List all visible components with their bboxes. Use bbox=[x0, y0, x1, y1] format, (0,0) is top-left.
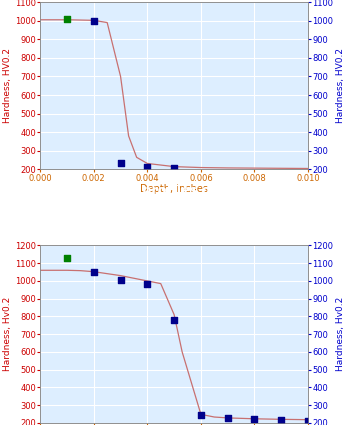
Point bbox=[64, 16, 70, 23]
Y-axis label: Hardness, HV0.2: Hardness, HV0.2 bbox=[336, 48, 345, 123]
Point bbox=[91, 17, 97, 24]
Point bbox=[198, 411, 204, 418]
Y-axis label: Hardness, HV0.2: Hardness, HV0.2 bbox=[3, 48, 12, 123]
Point bbox=[172, 317, 177, 323]
Point bbox=[145, 163, 150, 170]
Text: Fig. 4. Hardness profiles of high & shallow
case depth structure of the H-13 ste: Fig. 4. Hardness profiles of high & shal… bbox=[20, 184, 328, 231]
Y-axis label: Hardness, Hv0.2: Hardness, Hv0.2 bbox=[3, 297, 12, 371]
Point bbox=[118, 277, 124, 283]
X-axis label: Depth, inches: Depth, inches bbox=[140, 184, 208, 194]
Point bbox=[279, 417, 284, 424]
Point bbox=[145, 280, 150, 287]
Point bbox=[172, 164, 177, 171]
Point bbox=[225, 414, 231, 421]
Point bbox=[252, 415, 257, 422]
Y-axis label: Hardness, Hv0.2: Hardness, Hv0.2 bbox=[336, 297, 345, 371]
Point bbox=[64, 255, 70, 261]
Point bbox=[305, 417, 311, 424]
Point bbox=[91, 269, 97, 275]
Point bbox=[118, 160, 124, 167]
